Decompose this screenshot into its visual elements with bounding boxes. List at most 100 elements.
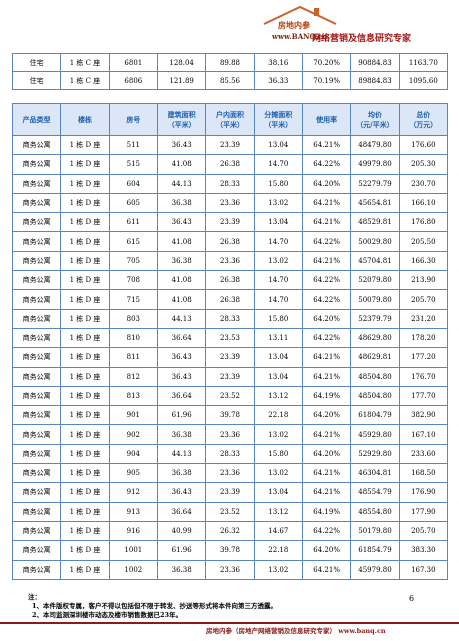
table-cell: 1 栋 D 座 <box>60 154 110 175</box>
table-cell: 231.20 <box>398 308 449 329</box>
table-cell: 26.38 <box>205 289 255 310</box>
table-cell: 1 栋 D 座 <box>60 134 110 156</box>
table-cell: 23.39 <box>205 212 255 233</box>
brand: 房地内参 <box>278 20 310 30</box>
table-cell: 50029.80 <box>350 231 400 252</box>
table-cell: 48479.80 <box>350 134 400 156</box>
table-cell: 176.60 <box>398 134 449 156</box>
table-cell: 64.20% <box>301 443 352 465</box>
table-cell: 813 <box>108 385 158 407</box>
table-cell: 45929.80 <box>350 424 400 445</box>
table-cell: 1 栋 D 座 <box>60 559 110 580</box>
table-cell: 13.04 <box>253 482 303 503</box>
table-cell: 36.38 <box>156 250 207 272</box>
table-cell: 64.22% <box>301 270 352 291</box>
column-header: 建筑面积 （平米） <box>156 103 207 136</box>
column-header: 使用率 <box>301 103 352 136</box>
table-cell: 36.38 <box>156 559 207 580</box>
table-cell: 177.20 <box>398 347 449 368</box>
table-cell: 13.02 <box>253 192 303 214</box>
table-cell: 121.89 <box>156 71 207 90</box>
note-item: 1、本件版权专属，客户不得以包括但不限于转发、抄送等形式将本件向第三方透露。 <box>32 602 278 610</box>
table-cell: 64.20% <box>301 173 352 194</box>
table-cell: 64.22% <box>301 231 352 252</box>
table-cell: 36.43 <box>156 482 207 503</box>
table-cell: 23.52 <box>205 501 255 522</box>
table-cell: 812 <box>108 366 158 387</box>
table-cell: 64.20% <box>301 540 352 561</box>
table-cell: 41.08 <box>156 289 207 310</box>
url: www.BANQ.cn <box>272 32 328 41</box>
table-cell: 382.90 <box>398 405 449 426</box>
logo-house <box>263 5 337 25</box>
table-cell: 住宅 <box>11 53 62 72</box>
table-cell: 13.02 <box>253 250 303 272</box>
table-cell: 36.38 <box>156 192 207 214</box>
table-cell: 64.22% <box>301 520 352 542</box>
table-cell: 48504.80 <box>350 385 400 407</box>
table-cell: 905 <box>108 463 158 484</box>
table-cell: 89884.83 <box>350 71 400 90</box>
table-cell: 128.04 <box>156 53 207 72</box>
table-cell: 50079.80 <box>350 289 400 310</box>
table-cell: 604 <box>108 173 158 194</box>
table-cell: 44.13 <box>156 443 207 465</box>
table-cell: 商务公寓 <box>11 173 62 194</box>
table-cell: 13.04 <box>253 134 303 156</box>
table-cell: 48554.80 <box>350 501 400 522</box>
table-cell: 商务公寓 <box>11 347 62 368</box>
table-cell: 715 <box>108 289 158 310</box>
notes: 注： 1、本件版权专属，客户不得以包括但不限于转发、抄送等形式将本件向第三方透露… <box>28 593 277 620</box>
header-row: 产品类型 楼栋 房号 建筑面积 （平米） 户内面积 （平米） 分摊面积 （平米） 使用率 均价… <box>11 103 449 136</box>
table-cell: 705 <box>108 250 158 272</box>
table-row: 商务公寓 1 栋 D 座 1001 61.96 39.78 22.18 64.20% 6185… <box>11 540 449 561</box>
table-cell: 13.02 <box>253 559 303 580</box>
table-cell: 14.67 <box>253 520 303 542</box>
table-cell: 28.33 <box>205 308 255 329</box>
table-cell: 44.13 <box>156 173 207 194</box>
table-row: 商务公寓 1 栋 D 座 905 36.38 23.36 13.02 64.21% 46304… <box>11 463 449 484</box>
table-cell: 1 栋 D 座 <box>60 308 110 329</box>
table-cell: 64.22% <box>301 327 352 349</box>
table-cell: 26.32 <box>205 520 255 542</box>
table-cell: 176.90 <box>398 482 449 503</box>
table-cell: 64.21% <box>301 192 352 214</box>
table-cell: 167.10 <box>398 424 449 445</box>
table-row: 商务公寓 1 栋 D 座 901 61.96 39.78 22.18 64.20% 61804… <box>11 405 449 426</box>
table-cell: 1 栋 D 座 <box>60 482 110 503</box>
table-cell: 177.90 <box>398 501 449 522</box>
table-cell: 1 栋 D 座 <box>60 192 110 214</box>
table-cell: 61.96 <box>156 540 207 561</box>
table-cell: 商务公寓 <box>11 134 62 156</box>
table-row: 商务公寓 1 栋 D 座 810 36.64 23.53 13.11 64.22% 48629… <box>11 327 449 349</box>
table-cell: 41.08 <box>156 270 207 291</box>
table-cell: 50179.80 <box>350 520 400 542</box>
table-cell: 商务公寓 <box>11 385 62 407</box>
table-cell: 1 栋 C 座 <box>60 71 110 90</box>
table-cell: 810 <box>108 327 158 349</box>
table-row: 住宅 1 栋 C 座 6806 121.89 85.56 36.33 70.19% 89884… <box>11 71 449 90</box>
note-item: 2、本司监测深圳楼市动态及楼市销售数据已23年。 <box>32 611 183 619</box>
table-cell: 708 <box>108 270 158 291</box>
table-cell: 64.21% <box>301 463 352 484</box>
table-cell: 177.70 <box>398 385 449 407</box>
table-cell: 1 栋 D 座 <box>60 327 110 349</box>
table-cell: 1 栋 D 座 <box>60 463 110 484</box>
table-cell: 13.12 <box>253 501 303 522</box>
table-cell: 64.21% <box>301 559 352 580</box>
table-cell: 1 栋 D 座 <box>60 347 110 368</box>
table-cell: 36.64 <box>156 501 207 522</box>
table-cell: 商务公寓 <box>11 154 62 175</box>
table-cell: 166.30 <box>398 250 449 272</box>
table-cell: 64.21% <box>301 424 352 445</box>
table-cell: 811 <box>108 347 158 368</box>
table-cell: 64.21% <box>301 212 352 233</box>
table-row: 商务公寓 1 栋 D 座 511 36.43 23.39 13.04 64.21% 48479… <box>11 134 449 156</box>
table-cell: 商务公寓 <box>11 559 62 580</box>
table-cell: 商务公寓 <box>11 443 62 465</box>
table-cell: 商务公寓 <box>11 501 62 522</box>
table-cell: 23.36 <box>205 424 255 445</box>
table-cell: 商务公寓 <box>11 270 62 291</box>
table-cell: 205.70 <box>398 520 449 542</box>
column-header: 户内面积 （平米） <box>205 103 255 136</box>
